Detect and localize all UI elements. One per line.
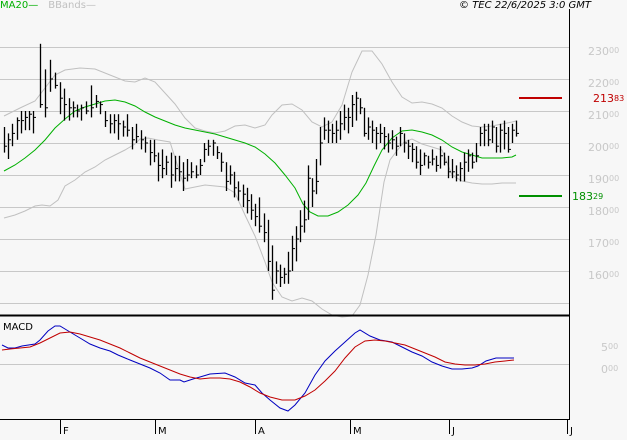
month-label: A (258, 426, 265, 437)
month-label: J (452, 426, 455, 437)
chart-legend: MA20— BBands— (0, 0, 96, 12)
bollinger-lower-band (3, 137, 516, 318)
x-axis-ticks (60, 419, 568, 434)
price-tick-label: 19000 (588, 173, 620, 186)
price-tick-label: 17000 (588, 237, 620, 250)
legend-bbands: BBands— (48, 0, 96, 11)
month-label: F (63, 426, 69, 437)
price-tick-label: 21000 (588, 109, 620, 122)
price-tick-label: 20000 (588, 141, 620, 154)
price-tick-label: 23000 (588, 45, 620, 58)
macd-line (1, 325, 514, 412)
legend-ma20: MA20— (0, 0, 39, 11)
price-gridlines (0, 47, 569, 304)
ma20-line (3, 99, 517, 217)
macd-signal-line (1, 331, 515, 401)
month-label: M (158, 426, 167, 437)
month-label: J (570, 426, 573, 437)
price-tick-label: 16000 (588, 269, 620, 282)
copyright-timestamp: © TEC 22/6/2025 3:0 GMT (459, 0, 591, 11)
resistance-level-label: 21383 (593, 92, 625, 105)
macd-tick-label: 000 (601, 363, 619, 376)
macd-tick-label: 500 (601, 341, 619, 354)
bollinger-upper-band (3, 50, 517, 134)
ohlc-bars (3, 43, 519, 300)
price-tick-label: 22000 (588, 77, 620, 90)
macd-title: MACD (3, 322, 33, 333)
month-label: M (353, 426, 362, 437)
support-level-label: 18329 (572, 190, 604, 203)
price-tick-label: 18000 (588, 205, 620, 218)
